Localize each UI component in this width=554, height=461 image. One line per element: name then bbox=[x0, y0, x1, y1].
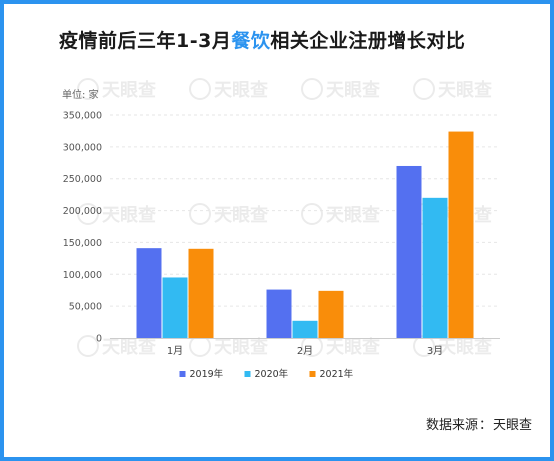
legend-swatch bbox=[309, 371, 316, 377]
source-separator: ： bbox=[478, 418, 492, 433]
legend-label: 2021年 bbox=[320, 368, 354, 380]
watermark-logo-icon bbox=[189, 78, 211, 100]
x-tick-label: 2月 bbox=[297, 345, 313, 357]
watermark-text: 天眼查 bbox=[102, 79, 156, 101]
watermark-logo-icon bbox=[301, 203, 323, 225]
watermark-logo-icon bbox=[77, 78, 99, 100]
data-source: 数据来源：天眼查 bbox=[426, 414, 532, 433]
watermark-text: 天眼查 bbox=[438, 336, 492, 358]
watermark-text: 天眼查 bbox=[214, 336, 268, 358]
title-highlight: 餐饮 bbox=[231, 30, 271, 52]
watermark-logo-icon bbox=[189, 203, 211, 225]
bar bbox=[448, 131, 474, 338]
y-tick-label: 300,000 bbox=[63, 142, 102, 153]
y-tick-label: 200,000 bbox=[63, 206, 102, 217]
unit-label: 单位: 家 bbox=[62, 90, 99, 101]
watermark-logo-icon bbox=[77, 335, 99, 357]
chart-title: 疫情前后三年1-3月餐饮相关企业注册增长对比 bbox=[59, 26, 465, 53]
watermark-logo-icon bbox=[301, 78, 323, 100]
bar bbox=[318, 290, 344, 338]
watermark-text: 天眼查 bbox=[214, 79, 268, 101]
title-suffix: 相关企业注册增长对比 bbox=[270, 30, 466, 52]
watermark-text: 天眼查 bbox=[326, 204, 380, 226]
y-tick-label: 0 bbox=[96, 334, 102, 345]
watermark-text: 天眼查 bbox=[102, 204, 156, 226]
source-name: 天眼查 bbox=[492, 418, 532, 433]
legend-label: 2020年 bbox=[255, 368, 289, 380]
bar bbox=[162, 277, 188, 338]
y-tick-label: 50,000 bbox=[69, 302, 102, 313]
y-tick-label: 100,000 bbox=[63, 270, 102, 281]
watermark-text: 天眼查 bbox=[438, 79, 492, 101]
bar bbox=[266, 289, 292, 338]
legend-label: 2019年 bbox=[190, 368, 224, 380]
bar bbox=[422, 197, 448, 338]
watermark-logo-icon bbox=[77, 203, 99, 225]
bar bbox=[292, 320, 318, 338]
watermark-text: 天眼查 bbox=[214, 204, 268, 226]
y-tick-label: 150,000 bbox=[63, 238, 102, 249]
watermark-text: 天眼查 bbox=[326, 336, 380, 358]
x-tick-label: 1月 bbox=[167, 345, 183, 357]
y-tick-label: 250,000 bbox=[63, 174, 102, 185]
bar bbox=[188, 248, 214, 338]
watermark-text: 天眼查 bbox=[326, 79, 380, 101]
source-label: 数据来源 bbox=[425, 418, 478, 433]
title-prefix: 疫情前后三年1-3月 bbox=[59, 30, 232, 52]
bar bbox=[396, 165, 422, 338]
watermark-logo-icon bbox=[413, 78, 435, 100]
legend-swatch bbox=[244, 371, 251, 377]
bar bbox=[136, 248, 162, 338]
watermark-layer: 天眼查天眼查天眼查天眼查天眼查天眼查天眼查天眼查天眼查天眼查天眼查天眼查 bbox=[77, 78, 492, 358]
x-tick-label: 3月 bbox=[427, 345, 443, 357]
y-tick-label: 350,000 bbox=[63, 111, 102, 122]
watermark-text: 天眼查 bbox=[102, 336, 156, 358]
legend-swatch bbox=[179, 371, 186, 377]
